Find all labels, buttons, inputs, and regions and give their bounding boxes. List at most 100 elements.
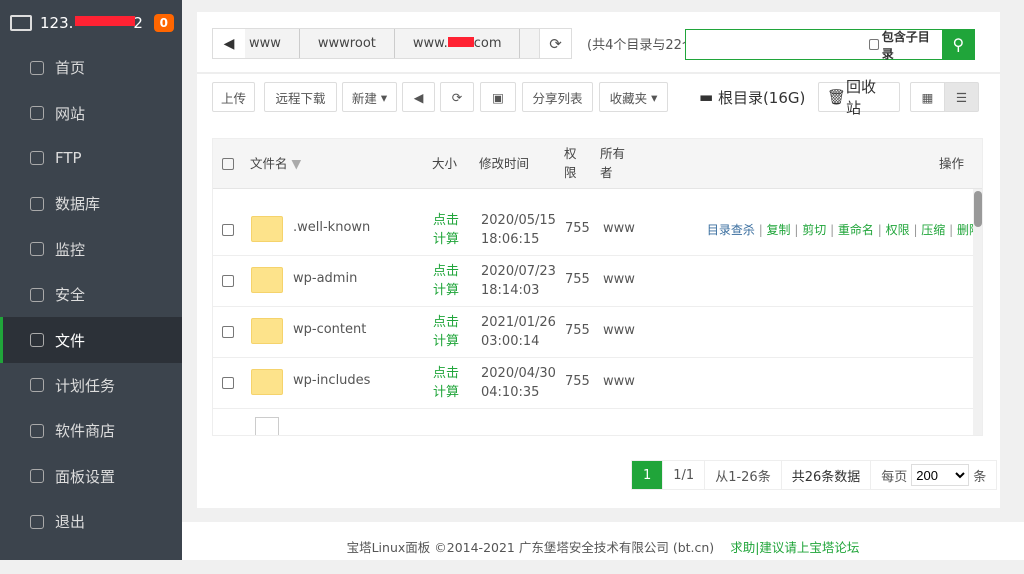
action-link[interactable]: 重命名 xyxy=(837,223,874,237)
refresh-icon[interactable]: ⟳ xyxy=(440,82,474,112)
owner[interactable]: www xyxy=(603,272,635,287)
action-link[interactable]: 压缩 xyxy=(921,223,946,237)
crumb-site[interactable]: www. com xyxy=(395,29,521,58)
select-all-checkbox[interactable] xyxy=(222,157,234,170)
sidebar-item-8[interactable]: 软件商店 xyxy=(0,408,182,453)
monitor-icon xyxy=(30,242,44,257)
footer: 宝塔Linux面板 ©2014-2021 广东堡塔安全技术有限公司 (bt.cn… xyxy=(182,522,1024,560)
col-owner[interactable]: 所有者 xyxy=(600,146,626,180)
back-icon[interactable]: ◀ xyxy=(402,82,435,112)
row-checkbox[interactable] xyxy=(222,275,234,287)
mtime: 2020/07/23 18:14:03 xyxy=(481,264,556,298)
action-link[interactable]: 权限 xyxy=(885,223,910,237)
include-subdir-checkbox[interactable]: 包含子目录 xyxy=(869,28,934,62)
share-list-button[interactable]: 分享列表 xyxy=(522,82,593,112)
sidebar-item-label: FTP xyxy=(55,149,82,168)
forum-link[interactable]: 求助|建议请上宝塔论坛 xyxy=(730,540,860,555)
search-icon[interactable]: ⚲ xyxy=(941,29,975,60)
owner[interactable]: www xyxy=(603,323,635,338)
sidebar-item-0[interactable]: 首页 xyxy=(0,45,182,90)
owner[interactable]: www xyxy=(603,221,635,236)
file-name[interactable]: wp-includes xyxy=(293,373,371,388)
recycle-bin-button[interactable]: 🗑 回收站 xyxy=(818,78,900,117)
action-link[interactable]: 复制 xyxy=(766,223,791,237)
apps-icon xyxy=(30,423,44,438)
folder-icon xyxy=(30,333,44,348)
back-button[interactable]: ◀ xyxy=(213,29,245,58)
table-row[interactable]: wp-content 点击计算 2021/01/26 03:00:14 755 w… xyxy=(213,307,973,358)
row-checkbox[interactable] xyxy=(222,377,234,389)
crumb-www[interactable]: www xyxy=(245,29,300,58)
col-mtime[interactable]: 修改时间 xyxy=(479,156,530,171)
sidebar-item-label: 网站 xyxy=(55,104,86,123)
search-input[interactable] xyxy=(686,30,869,59)
table-row[interactable]: wp-includes 点击计算 2020/04/30 04:10:35 755 … xyxy=(213,358,973,409)
home-icon xyxy=(30,60,44,75)
gear-icon xyxy=(30,469,44,484)
search-box[interactable]: 包含子目录 ⚲ xyxy=(685,28,975,62)
table-row[interactable] xyxy=(213,409,973,435)
server-header: 123. 2 0 xyxy=(0,0,182,45)
permission[interactable]: 755 xyxy=(565,221,590,236)
sidebar-item-label: 软件商店 xyxy=(55,422,116,441)
table-row[interactable]: .well-known 点击计算 2020/05/15 18:06:15 755 … xyxy=(213,205,981,256)
col-size[interactable]: 大小 xyxy=(432,156,458,171)
pagination: 1 1/1 从1-26条 共26条数据 每页 200 条 xyxy=(631,460,998,490)
col-actions: 操作 xyxy=(939,156,965,171)
action-link[interactable]: 剪切 xyxy=(802,223,827,237)
file-name[interactable]: wp-admin xyxy=(293,271,358,286)
folder-icon xyxy=(251,267,283,293)
sidebar-item-6[interactable]: 文件 xyxy=(0,317,182,363)
sidebar-item-2[interactable]: FTP xyxy=(0,136,182,181)
divider xyxy=(197,72,1000,74)
per-page-select[interactable]: 200 xyxy=(911,464,970,486)
sidebar-item-10[interactable]: 退出 xyxy=(0,499,182,544)
scrollbar[interactable] xyxy=(973,189,982,435)
refresh-path-icon[interactable]: ⟳ xyxy=(539,29,571,58)
remote-download-button[interactable]: 远程下载 xyxy=(264,82,337,112)
col-name[interactable]: 文件名 ▼ xyxy=(250,156,302,171)
row-checkbox[interactable] xyxy=(222,224,234,236)
root-disk-button[interactable]: ▬ 根目录(16G) xyxy=(699,88,806,107)
file-name[interactable]: .well-known xyxy=(293,220,371,235)
sidebar-item-4[interactable]: 监控 xyxy=(0,227,182,272)
row-checkbox[interactable] xyxy=(222,326,234,338)
owner[interactable]: www xyxy=(603,374,635,389)
sidebar-item-label: 安全 xyxy=(55,286,86,305)
sidebar-item-label: 数据库 xyxy=(55,195,101,214)
file-manager-panel: ◀ www wwwroot www. com ⟳ (共4个目录与22个 包含子目录… xyxy=(197,12,1000,508)
page-current[interactable]: 1 xyxy=(632,461,664,489)
file-name[interactable]: wp-content xyxy=(293,322,367,337)
sidebar-item-3[interactable]: 数据库 xyxy=(0,181,182,226)
sidebar-item-7[interactable]: 计划任务 xyxy=(0,363,182,408)
sidebar-item-label: 首页 xyxy=(55,59,86,78)
terminal-icon[interactable]: ▣ xyxy=(480,82,516,112)
calc-size-link[interactable]: 点击计算 xyxy=(433,366,460,400)
globe-icon xyxy=(30,106,44,121)
calc-size-link[interactable]: 点击计算 xyxy=(433,213,460,247)
permission[interactable]: 755 xyxy=(565,323,590,338)
monitor-icon xyxy=(10,14,32,31)
sidebar-item-1[interactable]: 网站 xyxy=(0,90,182,135)
permission[interactable]: 755 xyxy=(565,374,590,389)
breadcrumb: ◀ www wwwroot www. com ⟳ xyxy=(212,28,572,59)
action-link[interactable]: 目录查杀 xyxy=(706,223,755,237)
calc-size-link[interactable]: 点击计算 xyxy=(433,315,460,349)
grid-view-icon[interactable]: ▦ xyxy=(910,82,945,112)
calc-size-link[interactable]: 点击计算 xyxy=(433,264,460,298)
sidebar-item-9[interactable]: 面板设置 xyxy=(0,454,182,499)
upload-button[interactable]: 上传 xyxy=(212,82,255,112)
sidebar-item-5[interactable]: 安全 xyxy=(0,272,182,317)
shield-icon xyxy=(30,287,44,302)
favorites-dropdown[interactable]: 收藏夹 ▾ xyxy=(599,82,668,112)
new-dropdown[interactable]: 新建 ▾ xyxy=(342,82,397,112)
logout-icon xyxy=(30,514,44,529)
file-table: 文件名 ▼ 大小 修改时间 权限 所有者 操作 .well-known 点击计算… xyxy=(212,138,983,436)
alert-badge[interactable]: 0 xyxy=(153,13,174,32)
col-perm[interactable]: 权限 xyxy=(564,146,577,180)
table-row[interactable]: wp-admin 点击计算 2020/07/23 18:14:03 755 www xyxy=(213,256,973,307)
crumb-wwwroot[interactable]: wwwroot xyxy=(300,29,395,58)
page-total: 共26条数据 xyxy=(782,461,872,489)
permission[interactable]: 755 xyxy=(565,272,590,287)
list-view-icon[interactable]: ☰ xyxy=(944,82,979,112)
